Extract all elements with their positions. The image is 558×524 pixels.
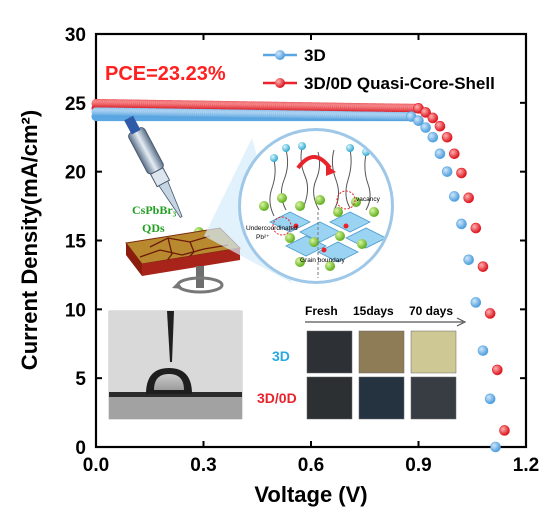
data-point (420, 122, 431, 133)
stability-inset: Fresh 15days 70 days 3D 3D/0D (257, 304, 467, 420)
legend-marker-3d0d (275, 78, 285, 88)
pce-annotation: PCE=23.23% (105, 63, 226, 85)
vacancy-label: vacancy (356, 196, 381, 203)
data-point (463, 192, 474, 204)
x-tick-label: 0.3 (190, 455, 216, 476)
film-3d0d-fresh (306, 376, 353, 420)
data-point (463, 254, 474, 266)
y-tick-label: 20 (65, 163, 86, 184)
contact-angle-photo (108, 310, 243, 420)
x-tick-label: 0.0 (83, 455, 109, 476)
data-point (477, 261, 489, 272)
data-point (470, 222, 482, 234)
data-point (434, 148, 446, 160)
data-point (499, 425, 510, 436)
data-point (456, 167, 467, 179)
data-point (427, 131, 439, 143)
schematic-inset: CsPbBr₃ QDs (124, 115, 394, 294)
data-point (490, 441, 501, 453)
film-3d0d-70days (410, 376, 457, 420)
data-point (456, 218, 467, 230)
data-point (492, 364, 503, 376)
film-3d-fresh (306, 330, 353, 374)
data-point (484, 393, 496, 405)
data-point (449, 191, 460, 202)
undercoordinated-label: Undercoordinated (246, 225, 298, 232)
row-3d-label: 3D (272, 348, 290, 364)
legend-label-3d0d: 3D/0D Quasi-Core-Shell (304, 74, 495, 93)
data-point (441, 166, 453, 177)
pipette-illustration (124, 115, 183, 218)
data-point (449, 148, 460, 160)
x-tick-label: 0.9 (405, 455, 431, 476)
film-3d-70days (410, 330, 457, 374)
x-tick-label: 0.6 (298, 455, 324, 476)
data-point (420, 107, 431, 118)
legend-marker-3d (275, 50, 285, 60)
y-tick-label: 30 (65, 25, 86, 46)
axis-ticks: 0.0 0.3 0.6 0.9 1.2 0 5 10 15 20 25 30 (65, 25, 539, 476)
data-point (470, 297, 482, 308)
film-front (126, 243, 142, 276)
row-3d0d-label: 3D/0D (257, 390, 297, 406)
vacancy-marker (336, 190, 356, 210)
data-point (477, 345, 489, 356)
legend-label-3d: 3D (304, 46, 326, 65)
data-point (427, 112, 439, 124)
col-70days-label: 70 days (409, 304, 453, 318)
undercoordinated-marker (272, 216, 292, 236)
needle (167, 311, 174, 362)
cspbbr3-label: CsPbBr₃ (132, 203, 177, 217)
y-tick-label: 25 (65, 94, 87, 115)
series-3d (91, 107, 501, 453)
col-15days-label: 15days (353, 304, 394, 318)
film-3d0d-15days (358, 376, 405, 420)
qds-label: QDs (142, 221, 165, 235)
film-3d-15days (358, 330, 405, 374)
data-point (413, 115, 424, 127)
y-tick-label: 10 (65, 300, 86, 321)
exchange-arrow (296, 155, 332, 170)
data-point (441, 131, 453, 143)
y-tick-label: 15 (65, 232, 87, 253)
data-point (484, 308, 496, 319)
pb-label: Pb²⁺ (256, 234, 270, 241)
grain-boundary-label: Grain boundary (300, 257, 346, 264)
col-fresh-label: Fresh (305, 304, 338, 318)
legend: 3D 3D/0D Quasi-Core-Shell (263, 46, 495, 93)
y-axis-title: Current Density(mA/cm²) (17, 110, 42, 370)
x-tick-label: 1.2 (513, 455, 539, 476)
x-axis-title: Voltage (V) (254, 482, 367, 507)
y-tick-label: 0 (75, 438, 86, 459)
time-arrow-head (456, 317, 467, 327)
data-point (434, 120, 446, 132)
substrate-line (109, 392, 242, 397)
y-tick-label: 5 (75, 369, 86, 390)
